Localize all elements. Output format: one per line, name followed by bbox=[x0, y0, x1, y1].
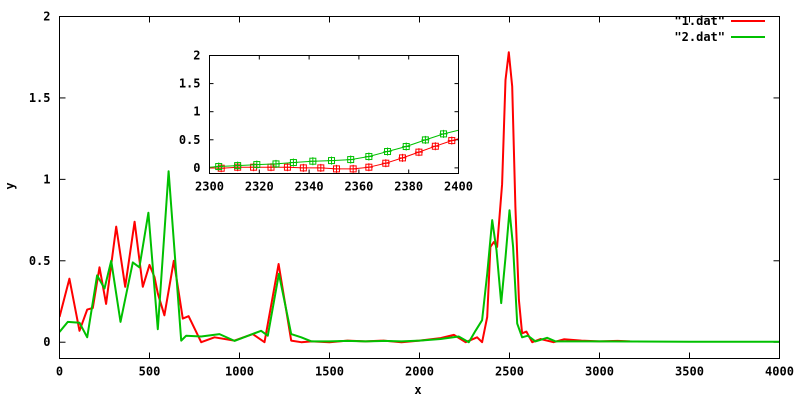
x-tick-label: 3000 bbox=[585, 365, 614, 379]
x-tick-label: 4000 bbox=[765, 365, 794, 379]
y-tick-label: 1.5 bbox=[29, 91, 51, 105]
inset-plot: 2300 2320 2340 2360 2380 2400 0 0.5 1 1.5 2 bbox=[179, 49, 473, 194]
x-tick-label: 500 bbox=[139, 365, 161, 379]
series-2-point bbox=[439, 129, 448, 138]
y-tick-label: 1 bbox=[43, 172, 50, 186]
y-tick-label: 2 bbox=[193, 49, 200, 63]
series-1-point bbox=[381, 159, 390, 168]
y-tick-label: 0 bbox=[43, 335, 50, 349]
series-1-point bbox=[447, 136, 456, 145]
x-tick-label: 2000 bbox=[405, 365, 434, 379]
series-2-point bbox=[421, 135, 430, 144]
series-1-point bbox=[398, 153, 407, 162]
series-2-point bbox=[383, 147, 392, 156]
x-tick-label: 2380 bbox=[394, 180, 423, 194]
y-tick-label: 0.5 bbox=[179, 133, 201, 147]
series-group bbox=[209, 129, 459, 173]
series-2-point bbox=[271, 159, 280, 168]
y-tick-label: 0.5 bbox=[29, 254, 51, 268]
x-tick-label: 0 bbox=[56, 365, 63, 379]
y-tick-label: 2 bbox=[43, 10, 50, 24]
series-2-point bbox=[214, 162, 223, 171]
legend-label-2: "2.dat" bbox=[674, 30, 725, 44]
series-2-line bbox=[59, 170, 780, 344]
y-axis-label: y bbox=[3, 182, 17, 189]
series-2-point bbox=[289, 158, 298, 167]
x-tick-label: 1500 bbox=[315, 365, 344, 379]
x-axis-label: x bbox=[414, 383, 421, 397]
legend-label-1: "1.dat" bbox=[674, 14, 725, 28]
x-tick-label: 2320 bbox=[245, 180, 274, 194]
series-2-point bbox=[402, 142, 411, 151]
x-tick-label: 2360 bbox=[344, 180, 373, 194]
series-1-point bbox=[299, 163, 308, 172]
y-tick-label: 1 bbox=[193, 105, 200, 119]
x-tick-label: 1000 bbox=[225, 365, 254, 379]
x-tick-label: 3500 bbox=[675, 365, 704, 379]
x-tick-label: 2340 bbox=[295, 180, 324, 194]
x-tick-label: 2500 bbox=[495, 365, 524, 379]
x-tick-label: 2300 bbox=[195, 180, 224, 194]
series-2-point bbox=[308, 157, 317, 166]
series-1-point bbox=[332, 164, 341, 173]
series-1-point bbox=[431, 142, 440, 151]
plot-background bbox=[209, 55, 459, 174]
series-2-point bbox=[252, 160, 261, 169]
x-tick-label: 2400 bbox=[444, 180, 473, 194]
series-1-point bbox=[349, 164, 358, 173]
series-2-point bbox=[327, 156, 336, 165]
series-1-point bbox=[316, 163, 325, 172]
series-1-point bbox=[414, 148, 423, 157]
series-group bbox=[59, 51, 780, 344]
series-1-point bbox=[217, 164, 226, 173]
legend: "1.dat" "2.dat" bbox=[674, 14, 765, 44]
series-1-point bbox=[283, 163, 292, 172]
series-2-point bbox=[233, 161, 242, 170]
y-tick-label: 1.5 bbox=[179, 77, 201, 91]
series-2-point bbox=[346, 155, 355, 164]
series-1-point bbox=[364, 163, 373, 172]
plot-border bbox=[59, 16, 780, 359]
plot-border bbox=[209, 55, 459, 174]
y-tick-label: 0 bbox=[193, 161, 200, 175]
main-plot: 0 500 1000 1500 2000 2500 3000 3500 4000 0 0.5 1 1.5… bbox=[29, 10, 794, 379]
series-2-point bbox=[364, 152, 373, 161]
